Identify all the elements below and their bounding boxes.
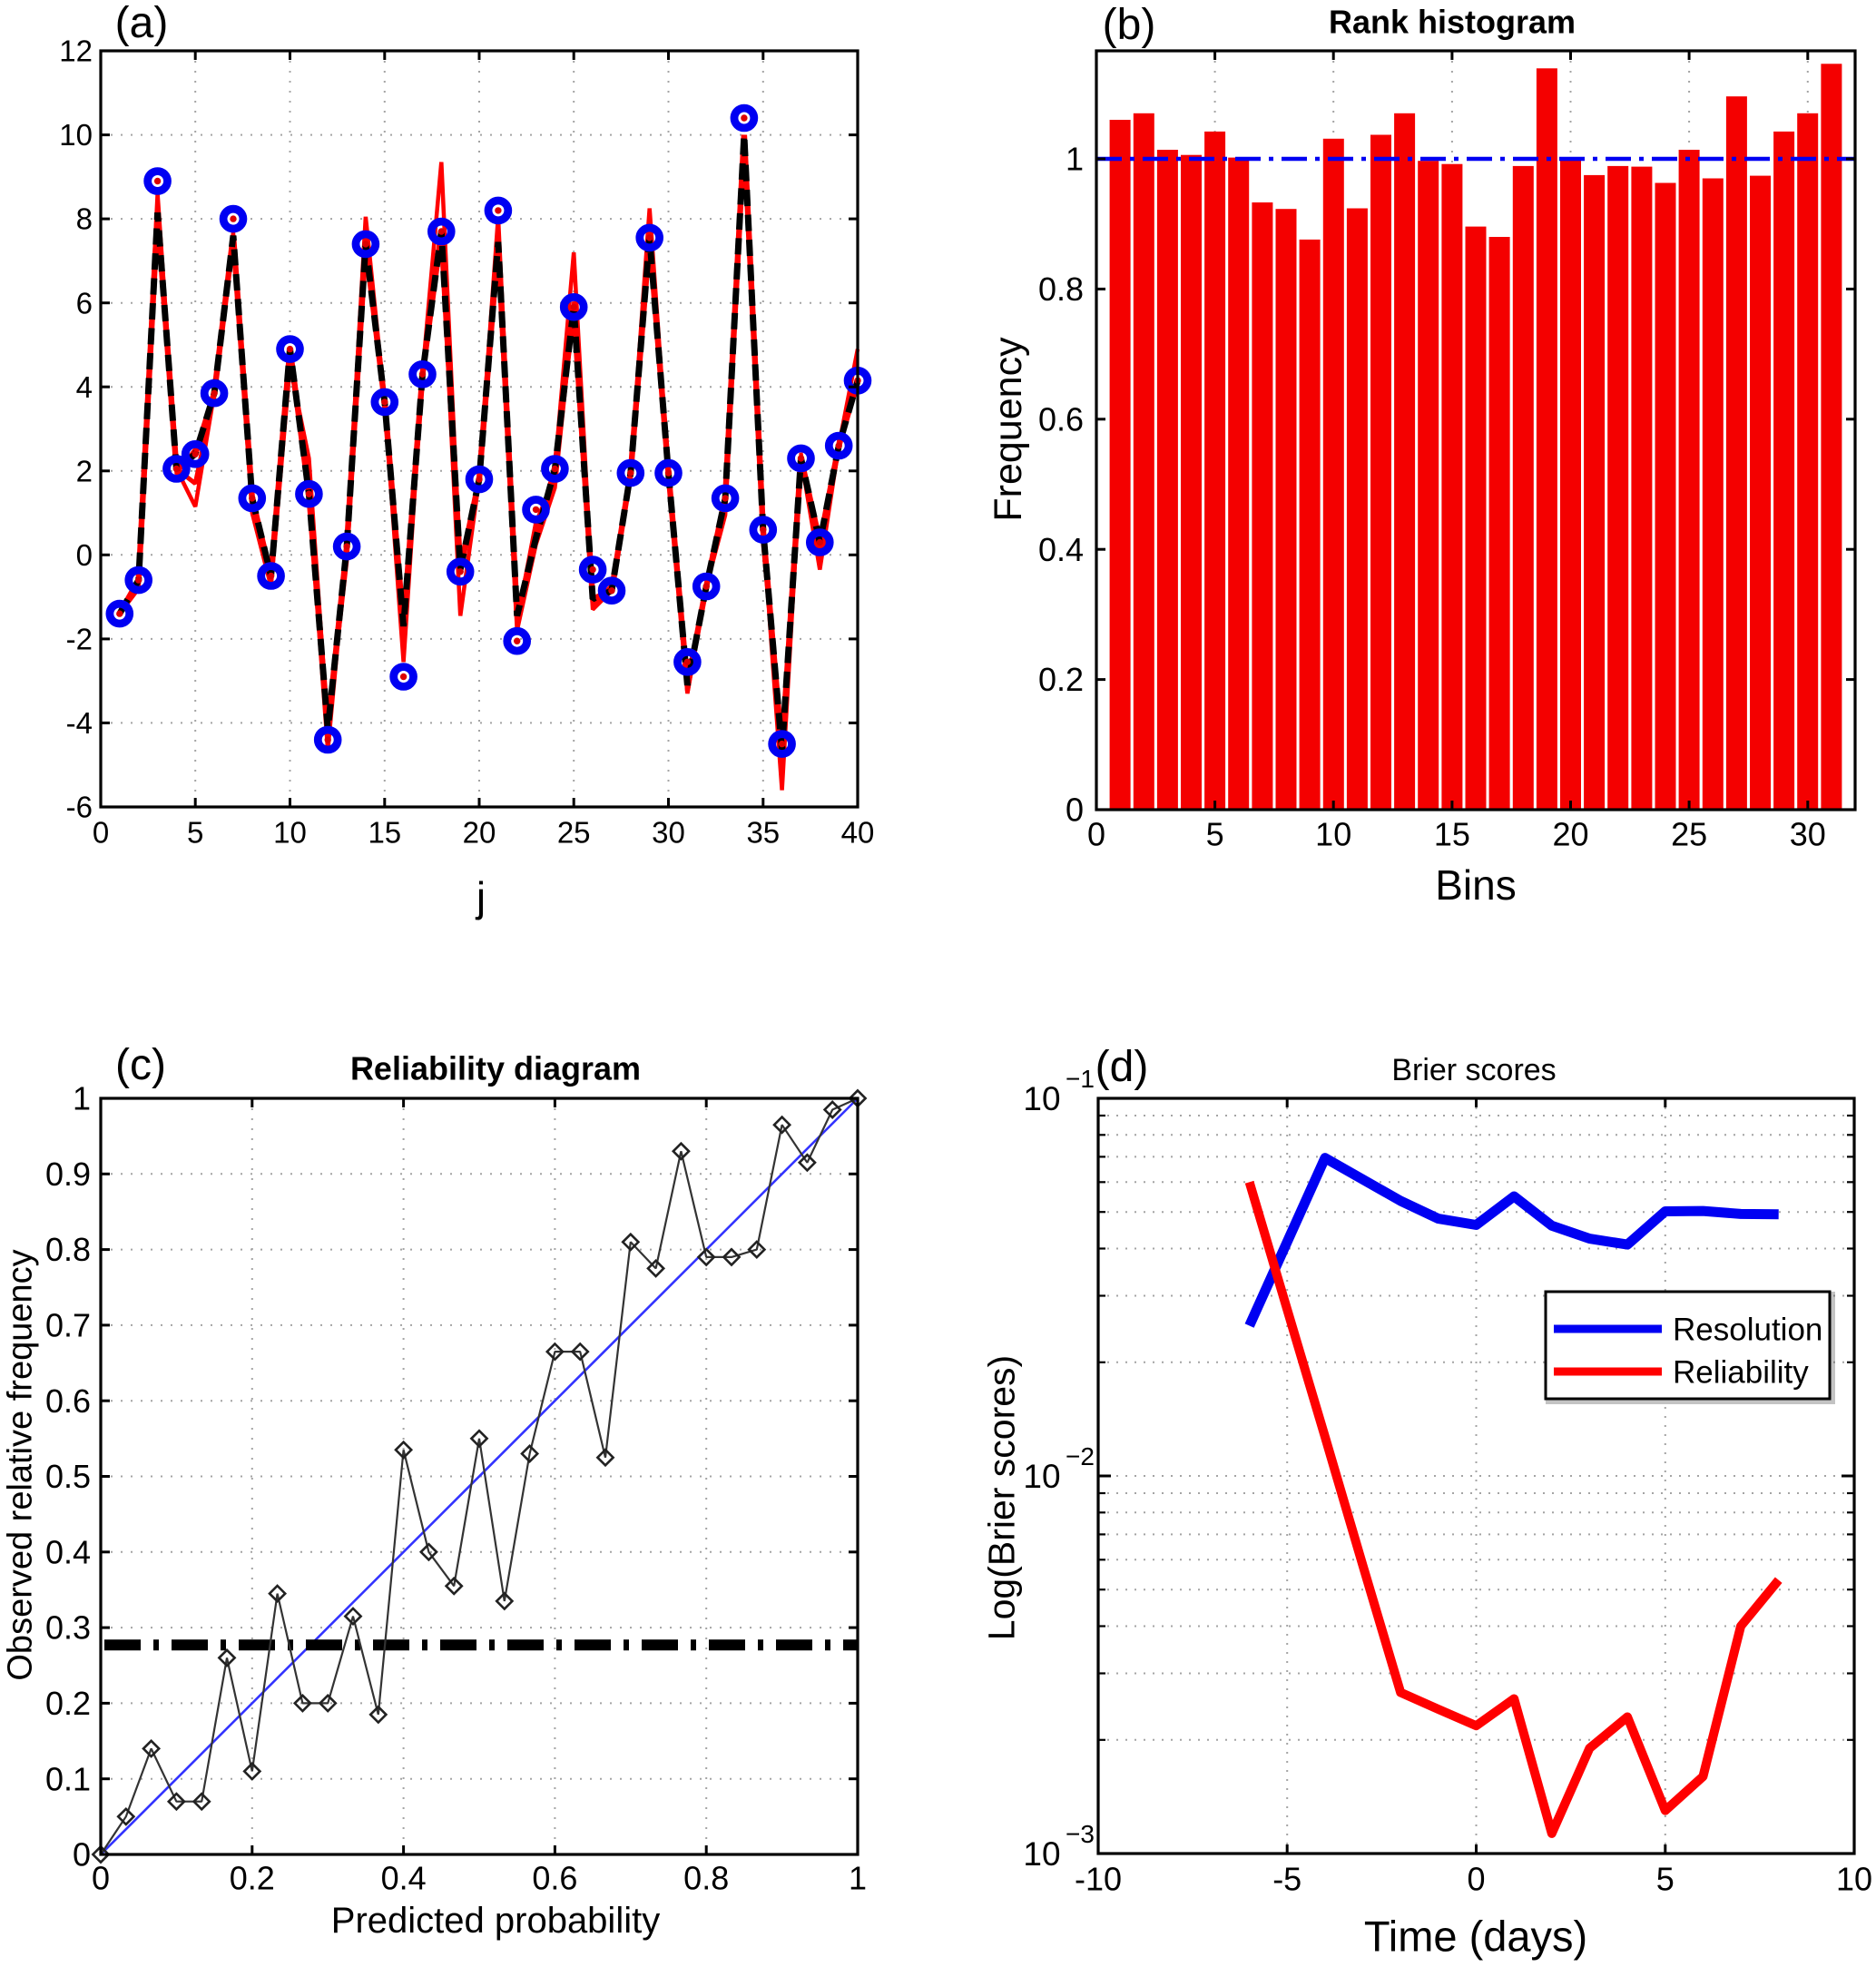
svg-text:20: 20 bbox=[1552, 816, 1588, 853]
svg-text:Frequency: Frequency bbox=[987, 337, 1030, 522]
svg-text:0: 0 bbox=[1467, 1861, 1485, 1898]
svg-text:8: 8 bbox=[76, 202, 93, 236]
svg-text:0.3: 0.3 bbox=[45, 1609, 91, 1647]
svg-text:0.1: 0.1 bbox=[45, 1760, 91, 1797]
svg-text:5: 5 bbox=[1656, 1861, 1675, 1898]
svg-text:0.6: 0.6 bbox=[45, 1382, 91, 1420]
svg-text:0.5: 0.5 bbox=[45, 1458, 91, 1495]
svg-text:10: 10 bbox=[1023, 1458, 1060, 1495]
svg-text:25: 25 bbox=[1671, 816, 1707, 853]
svg-text:(a): (a) bbox=[115, 0, 169, 47]
svg-text:0.8: 0.8 bbox=[683, 1860, 729, 1897]
svg-text:40: 40 bbox=[841, 816, 875, 850]
svg-text:12: 12 bbox=[59, 34, 93, 68]
svg-text:Time (days): Time (days) bbox=[1364, 1912, 1587, 1960]
svg-text:Reliability diagram: Reliability diagram bbox=[350, 1050, 641, 1087]
svg-text:2: 2 bbox=[76, 454, 93, 487]
svg-text:0.4: 0.4 bbox=[1038, 531, 1084, 568]
svg-text:−1: −1 bbox=[1066, 1065, 1095, 1093]
svg-text:(d): (d) bbox=[1095, 1043, 1149, 1091]
svg-text:−2: −2 bbox=[1066, 1442, 1095, 1470]
svg-text:30: 30 bbox=[652, 816, 685, 850]
svg-text:0.8: 0.8 bbox=[1038, 270, 1084, 308]
svg-text:Bins: Bins bbox=[1435, 861, 1516, 909]
svg-text:1: 1 bbox=[73, 1080, 91, 1117]
svg-text:0.8: 0.8 bbox=[45, 1231, 91, 1268]
svg-text:0.6: 0.6 bbox=[1038, 400, 1084, 438]
svg-text:0.7: 0.7 bbox=[45, 1307, 91, 1344]
svg-text:10: 10 bbox=[1315, 816, 1351, 853]
svg-text:0.4: 0.4 bbox=[45, 1533, 91, 1570]
svg-text:10: 10 bbox=[1023, 1080, 1060, 1117]
svg-text:0.9: 0.9 bbox=[45, 1156, 91, 1193]
svg-text:-6: -6 bbox=[66, 791, 93, 824]
svg-text:(c): (c) bbox=[115, 1041, 166, 1089]
svg-text:Observed relative frequency: Observed relative frequency bbox=[1, 1249, 39, 1680]
svg-text:-10: -10 bbox=[1075, 1861, 1122, 1898]
svg-text:0.6: 0.6 bbox=[532, 1860, 577, 1897]
svg-text:Rank histogram: Rank histogram bbox=[1329, 4, 1576, 41]
svg-text:35: 35 bbox=[746, 816, 780, 850]
svg-text:4: 4 bbox=[76, 370, 93, 404]
svg-text:1: 1 bbox=[1066, 141, 1084, 178]
svg-text:-5: -5 bbox=[1272, 1861, 1301, 1898]
svg-text:0: 0 bbox=[1087, 816, 1105, 853]
svg-text:0: 0 bbox=[93, 816, 109, 850]
svg-text:10: 10 bbox=[273, 816, 307, 850]
svg-text:5: 5 bbox=[187, 816, 203, 850]
svg-text:Resolution: Resolution bbox=[1673, 1312, 1822, 1347]
svg-text:15: 15 bbox=[368, 816, 401, 850]
svg-text:0: 0 bbox=[73, 1836, 91, 1874]
svg-text:25: 25 bbox=[557, 816, 591, 850]
svg-text:15: 15 bbox=[1434, 816, 1470, 853]
svg-text:1: 1 bbox=[849, 1860, 867, 1897]
svg-text:-2: -2 bbox=[66, 622, 93, 655]
svg-text:−3: −3 bbox=[1066, 1820, 1095, 1848]
svg-text:Brier scores: Brier scores bbox=[1391, 1053, 1556, 1087]
svg-text:0.4: 0.4 bbox=[381, 1860, 427, 1897]
svg-text:0: 0 bbox=[76, 538, 93, 572]
svg-text:Predicted probability: Predicted probability bbox=[331, 1901, 660, 1941]
svg-text:-4: -4 bbox=[66, 706, 93, 740]
svg-text:30: 30 bbox=[1790, 816, 1826, 853]
svg-text:20: 20 bbox=[463, 816, 496, 850]
svg-text:0: 0 bbox=[1066, 792, 1084, 829]
svg-text:5: 5 bbox=[1206, 816, 1224, 853]
svg-text:0.2: 0.2 bbox=[1038, 661, 1084, 698]
svg-text:0.2: 0.2 bbox=[45, 1685, 91, 1722]
svg-text:j: j bbox=[475, 873, 486, 920]
svg-text:10: 10 bbox=[1023, 1835, 1060, 1873]
svg-text:0: 0 bbox=[92, 1860, 110, 1897]
svg-text:6: 6 bbox=[76, 286, 93, 320]
svg-text:10: 10 bbox=[1836, 1861, 1872, 1898]
svg-text:Log(Brier scores): Log(Brier scores) bbox=[980, 1355, 1022, 1640]
svg-text:10: 10 bbox=[59, 118, 93, 152]
svg-text:(b): (b) bbox=[1103, 1, 1156, 49]
svg-text:Reliability: Reliability bbox=[1673, 1354, 1809, 1390]
svg-text:0.2: 0.2 bbox=[230, 1860, 275, 1897]
